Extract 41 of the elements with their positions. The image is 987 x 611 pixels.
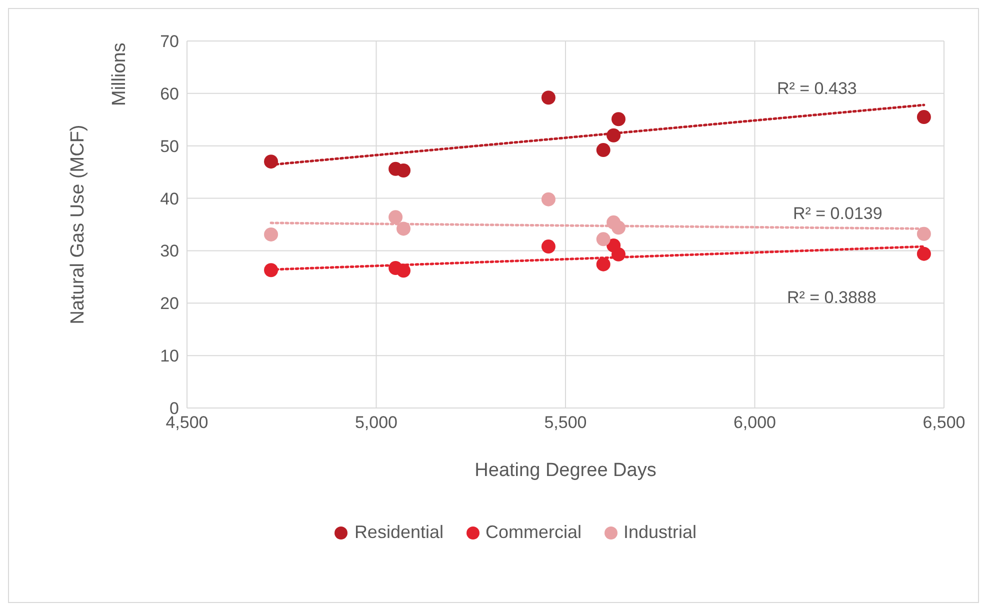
- legend-label: Commercial: [484, 522, 582, 543]
- point: [596, 143, 610, 158]
- point: [541, 90, 556, 105]
- point: [541, 240, 556, 254]
- point: [596, 257, 610, 272]
- point: [916, 246, 931, 261]
- y-tick-label: 30: [160, 242, 179, 261]
- y-tick-label: 10: [160, 346, 179, 366]
- point: [611, 247, 626, 262]
- point: [916, 110, 931, 124]
- point: [611, 220, 626, 235]
- y-tick-label: 60: [160, 84, 179, 104]
- point: [611, 112, 626, 126]
- point: [596, 232, 610, 246]
- point: [396, 222, 410, 236]
- annotation: R² = 0.433: [777, 79, 857, 99]
- point: [388, 210, 403, 224]
- x-tick-label: 5,500: [544, 413, 587, 432]
- point: [264, 227, 278, 242]
- y-axis-title: Natural Gas Use (MCF): [68, 124, 89, 324]
- point: [396, 164, 410, 178]
- y-tick-label: 40: [160, 189, 179, 208]
- x-axis-title: Heating Degree Days: [474, 460, 656, 481]
- point: [264, 154, 278, 169]
- point: [396, 264, 410, 278]
- point: [606, 128, 621, 142]
- point: [916, 226, 931, 241]
- x-tick-label: 6,000: [733, 413, 776, 432]
- annotation: R² = 0.0139: [793, 204, 882, 224]
- annotation: R² = 0.3888: [787, 288, 876, 308]
- point: [541, 192, 556, 206]
- x-tick-label: 6,500: [922, 413, 966, 432]
- x-tick-label: 5,000: [354, 413, 398, 432]
- y-tick-label: 70: [160, 32, 179, 52]
- legend-label: Residential: [353, 522, 444, 543]
- y-tick-label: 50: [160, 136, 179, 156]
- x-tick-label: 4,500: [166, 413, 208, 432]
- legend-label: Industrial: [622, 522, 697, 543]
- point: [264, 263, 278, 278]
- y-tick-label: 20: [160, 294, 179, 314]
- text: Millions: [109, 42, 131, 106]
